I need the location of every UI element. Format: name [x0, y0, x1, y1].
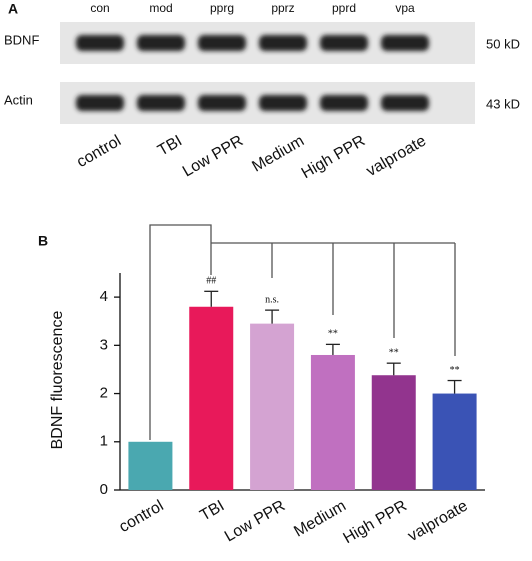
- group-label: valproate: [364, 132, 430, 180]
- x-tick-label: valproate: [405, 497, 471, 545]
- row-label: BDNF: [4, 32, 39, 47]
- significance-label: **: [450, 365, 460, 376]
- blot-band: [76, 35, 124, 51]
- blot-band: [381, 35, 429, 51]
- bar: [371, 375, 416, 490]
- blot-band: [320, 35, 368, 51]
- group-label: TBI: [155, 132, 185, 159]
- bar: [250, 323, 295, 490]
- row-label: Actin: [4, 92, 33, 107]
- x-tick-label: Low PPR: [222, 497, 288, 545]
- group-label: Medium: [249, 132, 307, 175]
- bar: [432, 393, 477, 490]
- y-tick-label: 3: [100, 336, 108, 353]
- blot-band: [137, 35, 185, 51]
- y-tick-label: 2: [100, 385, 108, 402]
- y-axis-label: BDNF fluorescence: [49, 311, 66, 450]
- bar: [189, 306, 234, 490]
- significance-label: n.s.: [265, 294, 279, 305]
- group-label: High PPR: [299, 132, 368, 182]
- blot-band: [198, 95, 246, 111]
- lane-label: pprg: [210, 1, 234, 15]
- x-tick-label: High PPR: [341, 497, 410, 547]
- x-tick-label: control: [116, 497, 166, 536]
- lane-label: pprd: [332, 1, 356, 15]
- x-tick-label: TBI: [197, 497, 227, 524]
- y-tick-label: 0: [100, 481, 108, 498]
- panel-label: A: [8, 1, 18, 17]
- group-label: control: [74, 132, 124, 171]
- y-tick-label: 1: [100, 433, 108, 450]
- error-bar: [386, 362, 401, 376]
- bar: [128, 441, 173, 490]
- y-tick-label: 4: [100, 288, 108, 305]
- lane-label: vpa: [395, 1, 415, 15]
- error-bar: [265, 309, 280, 324]
- lane-label: con: [90, 1, 109, 15]
- size-label: 50 kD: [486, 36, 520, 51]
- error-bar: [325, 343, 340, 355]
- blot-band: [259, 95, 307, 111]
- blot-band: [137, 95, 185, 111]
- significance-label: **: [328, 329, 338, 340]
- blot-band: [76, 95, 124, 111]
- bar: [310, 354, 355, 490]
- blot-band: [198, 35, 246, 51]
- lane-label: pprz: [271, 1, 294, 15]
- significance-label: ##: [206, 276, 216, 287]
- group-label: Low PPR: [180, 132, 246, 180]
- size-label: 43 kD: [486, 96, 520, 111]
- blot-band: [381, 95, 429, 111]
- error-bar: [204, 290, 219, 307]
- significance-label: **: [389, 347, 399, 358]
- comparison-brackets: [149, 224, 456, 440]
- blot-band: [320, 95, 368, 111]
- lane-label: mod: [149, 1, 172, 15]
- panel-label: B: [38, 233, 48, 249]
- error-bar: [447, 379, 462, 394]
- blot-band: [259, 35, 307, 51]
